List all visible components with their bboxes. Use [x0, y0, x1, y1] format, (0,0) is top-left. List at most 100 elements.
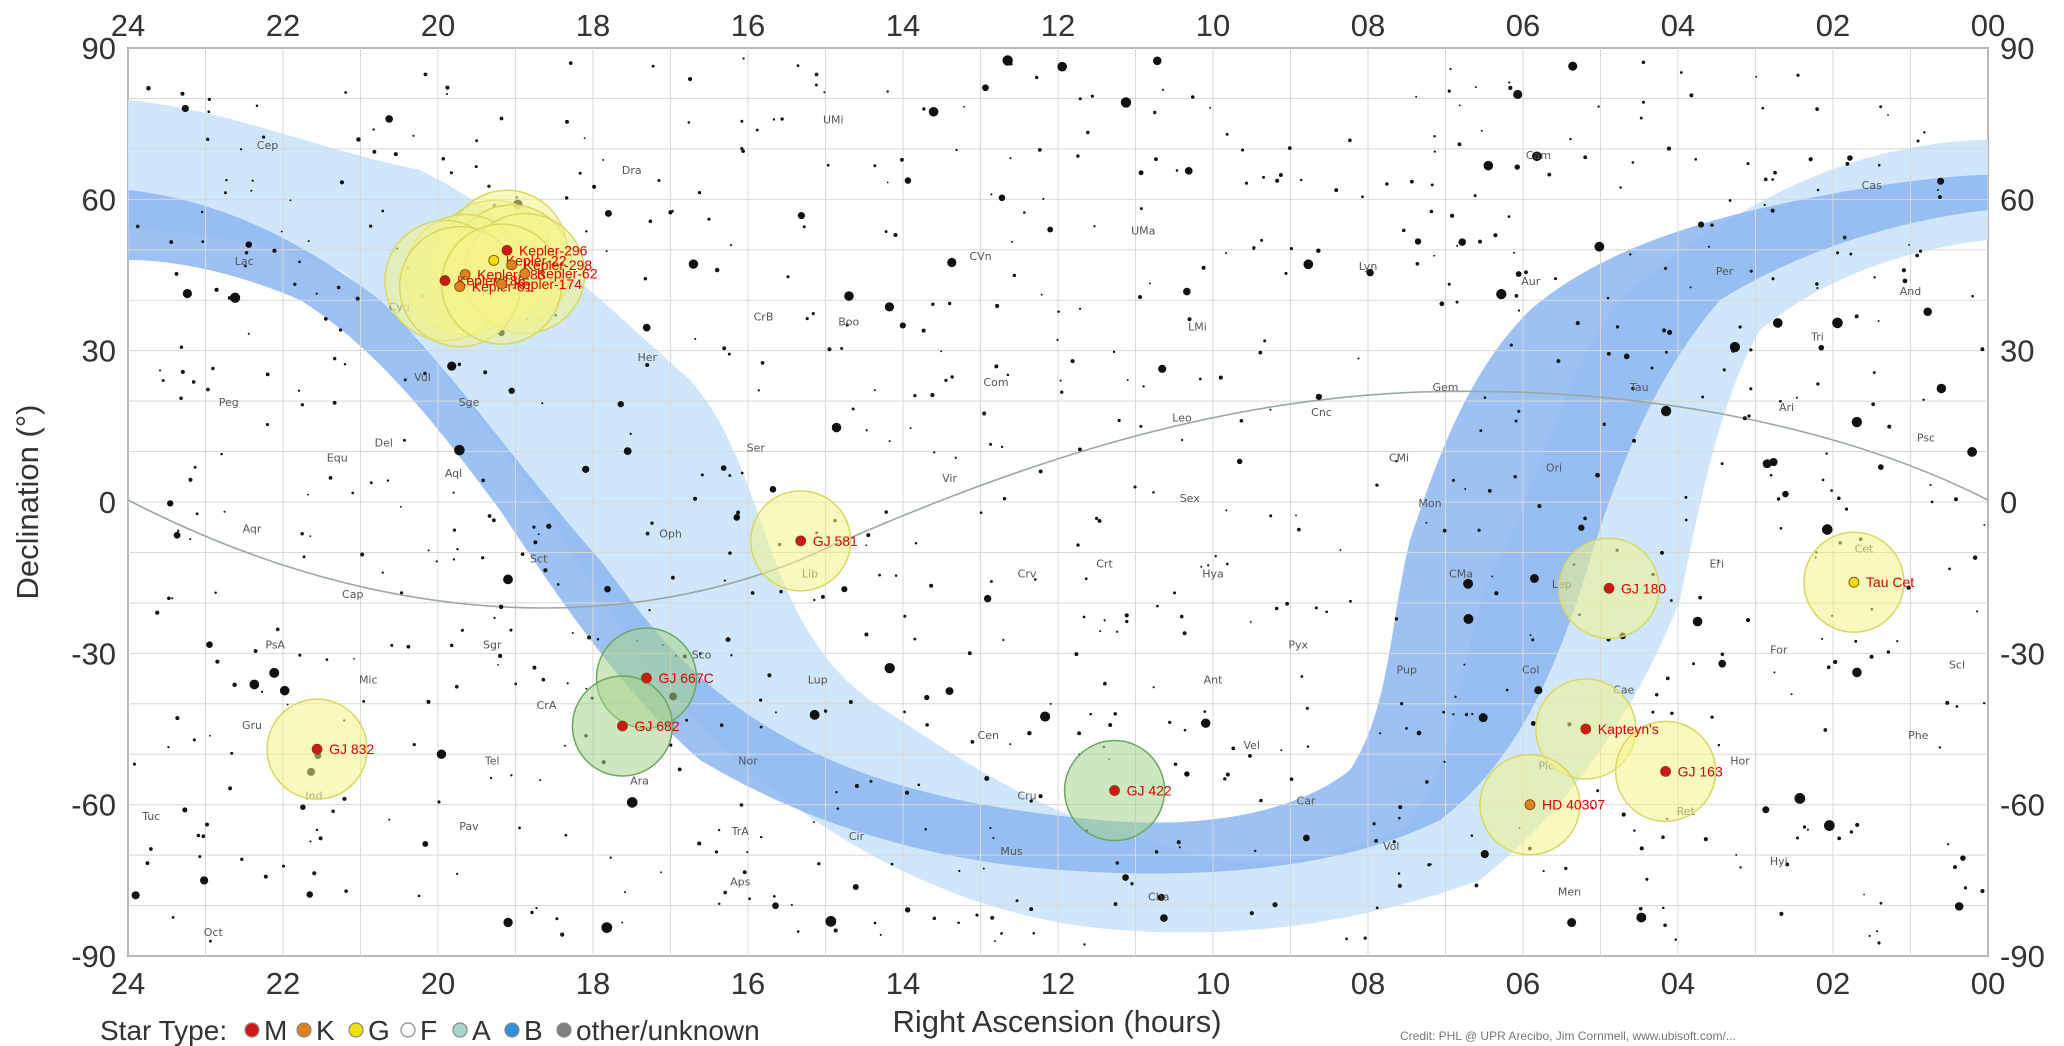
star-point	[759, 835, 763, 839]
star-point	[265, 422, 269, 427]
star-point	[180, 91, 185, 96]
star-point	[456, 548, 459, 551]
star-point	[1662, 328, 1667, 333]
star-point	[503, 574, 513, 585]
star-point	[146, 86, 151, 91]
star-point	[1184, 771, 1190, 777]
constellation-label: Com	[983, 376, 1008, 389]
star-point	[755, 128, 759, 132]
star-point	[1138, 170, 1144, 176]
planet-host-label: GJ 581	[813, 533, 858, 549]
constellation-label: Equ	[327, 452, 348, 465]
star-point	[1425, 521, 1428, 524]
star-point	[1249, 620, 1252, 623]
star-point	[1148, 282, 1151, 285]
star-point	[1821, 478, 1825, 482]
star-point	[1122, 874, 1129, 881]
star-point	[1746, 162, 1750, 166]
star-point	[556, 583, 560, 586]
star-point	[1871, 402, 1876, 407]
star-point	[1429, 209, 1434, 214]
star-point	[1794, 792, 1806, 804]
star-point	[174, 272, 179, 276]
star-point	[1480, 129, 1483, 132]
star-point	[1401, 228, 1406, 233]
y-tick-label-left: 30	[82, 334, 116, 369]
star-point	[826, 163, 830, 167]
constellation-label: Eri	[1709, 558, 1724, 571]
star-point	[825, 915, 837, 927]
star-point	[591, 184, 597, 189]
star-point	[1602, 422, 1606, 427]
star-point	[253, 649, 258, 653]
star-point	[196, 833, 201, 838]
star-point	[1142, 385, 1145, 388]
planet-host-point	[501, 244, 513, 256]
star-point	[585, 230, 588, 233]
star-point	[1530, 574, 1539, 583]
star-point	[1569, 137, 1572, 141]
constellation-label: Tau	[1629, 381, 1649, 394]
star-point	[1785, 862, 1790, 867]
star-point	[583, 137, 586, 140]
star-point	[435, 560, 438, 563]
star-point	[1906, 585, 1911, 590]
x-tick-label-top: 08	[1351, 8, 1385, 43]
star-point	[1631, 161, 1635, 164]
star-point	[1821, 524, 1833, 535]
star-point	[844, 291, 854, 301]
star-point	[1976, 610, 1979, 613]
star-point	[1854, 639, 1858, 643]
star-point	[835, 791, 838, 794]
star-point	[192, 738, 196, 742]
star-point	[833, 928, 838, 933]
star-point	[1971, 294, 1974, 298]
star-point	[180, 369, 185, 374]
star-point	[932, 916, 937, 921]
star-point	[1103, 681, 1107, 686]
star-point	[648, 608, 651, 612]
star-point	[565, 119, 569, 124]
star-point	[746, 851, 749, 854]
star-point	[925, 723, 929, 727]
star-point	[609, 856, 612, 859]
star-point	[1252, 246, 1256, 250]
x-tick-label-top: 16	[731, 8, 765, 43]
star-point	[1260, 238, 1264, 242]
star-point	[1830, 489, 1833, 492]
star-point	[1689, 286, 1692, 289]
star-point	[1077, 447, 1082, 452]
star-point	[1034, 578, 1037, 581]
star-point	[723, 579, 726, 582]
star-point	[1300, 675, 1304, 678]
star-point	[244, 251, 249, 255]
star-point	[1847, 155, 1853, 161]
star-point	[399, 591, 404, 595]
star-point	[436, 749, 447, 759]
star-point	[827, 347, 832, 352]
star-point	[1473, 194, 1477, 198]
star-point	[1575, 321, 1580, 326]
star-point	[1078, 307, 1082, 310]
star-point	[289, 199, 292, 202]
star-point	[982, 84, 989, 92]
star-point	[1120, 97, 1132, 108]
star-point	[309, 535, 312, 538]
star-point	[1483, 396, 1487, 399]
star-point	[422, 840, 429, 847]
star-point	[249, 679, 260, 690]
star-point	[958, 869, 961, 873]
star-point	[564, 196, 569, 200]
constellation-label: Sge	[459, 396, 480, 409]
star-point	[206, 137, 210, 142]
star-point	[1398, 805, 1403, 810]
star-point	[155, 610, 160, 615]
star-point	[739, 803, 744, 807]
star-point	[1272, 902, 1278, 908]
star-point	[921, 328, 926, 333]
legend-title: Star Type:	[100, 1015, 227, 1046]
star-point	[1035, 75, 1039, 80]
star-point	[1845, 161, 1850, 166]
star-point	[1530, 721, 1536, 726]
star-point	[1040, 711, 1051, 722]
